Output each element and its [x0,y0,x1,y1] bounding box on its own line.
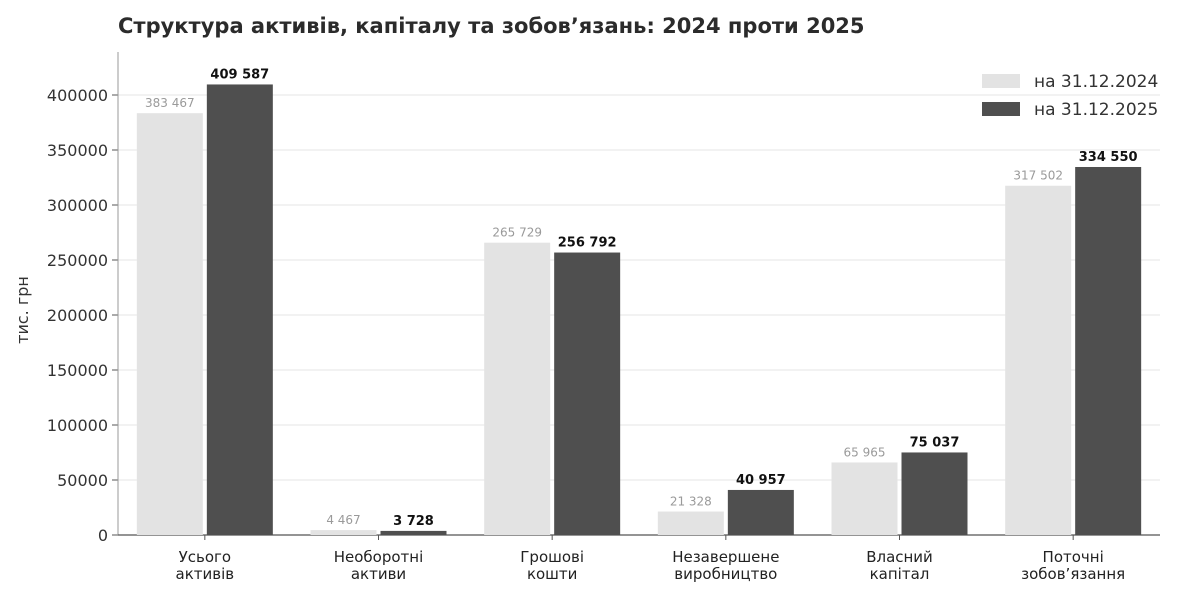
data-label: 65 965 [844,445,886,459]
x-tick-label: зобов’язання [1021,565,1125,583]
y-tick-label: 300000 [47,196,108,215]
x-tick-label: кошти [527,565,577,583]
y-tick-label: 100000 [47,416,108,435]
x-tick-label: активів [176,565,235,583]
bar [727,489,794,535]
x-tick-label: активи [351,565,406,583]
data-label: 409 587 [210,67,269,82]
y-tick-label: 200000 [47,306,108,325]
x-tick-label: Необоротні [334,548,424,566]
y-tick-label: 0 [98,526,108,545]
bar [831,462,898,535]
data-label: 3 728 [393,514,434,529]
legend-swatch [982,74,1020,88]
legend-label: на 31.12.2024 [1034,72,1158,92]
data-labels: 383 467 409 587 4 467 3 728 265 729 256 792 21… [145,67,1138,528]
bar [484,242,551,535]
bar [657,511,724,535]
data-label: 75 037 [910,435,960,450]
legend: на 31.12.2024 на 31.12.2025 [982,72,1158,120]
data-label: 21 328 [670,495,712,509]
bar [206,84,273,536]
data-label: 317 502 [1013,169,1063,183]
axes: 0 50000 100000 150000 200000 250000 300000 3500… [47,52,1160,545]
grid-lines [118,94,1160,481]
bars [136,84,1142,536]
x-tick-label: Власний [866,548,933,566]
x-tick-label: Усього [179,548,231,566]
chart-title: Структура активів, капіталу та зобов’яза… [118,14,865,38]
bar [901,452,968,535]
data-label: 40 957 [736,473,786,488]
data-label: 256 792 [558,236,617,251]
y-tick-label: 400000 [47,86,108,105]
legend-label: на 31.12.2025 [1034,100,1158,120]
bar [310,530,377,535]
legend-swatch [982,102,1020,116]
bar [1075,166,1142,535]
y-tick-label: 250000 [47,251,108,270]
data-label: 383 467 [145,96,195,110]
bar [1005,185,1072,535]
data-label: 265 729 [492,226,542,240]
y-tick-label: 350000 [47,141,108,160]
bar [554,252,621,535]
y-tick-label: 150000 [47,361,108,380]
x-tick-label: капітал [870,565,930,583]
bar [380,530,447,535]
x-tick-label: Поточні [1043,548,1104,566]
x-tick-label: виробництво [674,565,777,583]
data-label: 4 467 [326,513,360,527]
x-tick-label: Грошові [520,548,584,566]
x-tick-label: Незавершене [672,548,779,566]
y-tick-label: 50000 [57,471,108,490]
data-label: 334 550 [1079,150,1138,165]
y-axis-label: тис. грн [13,276,32,344]
bar [136,113,203,535]
